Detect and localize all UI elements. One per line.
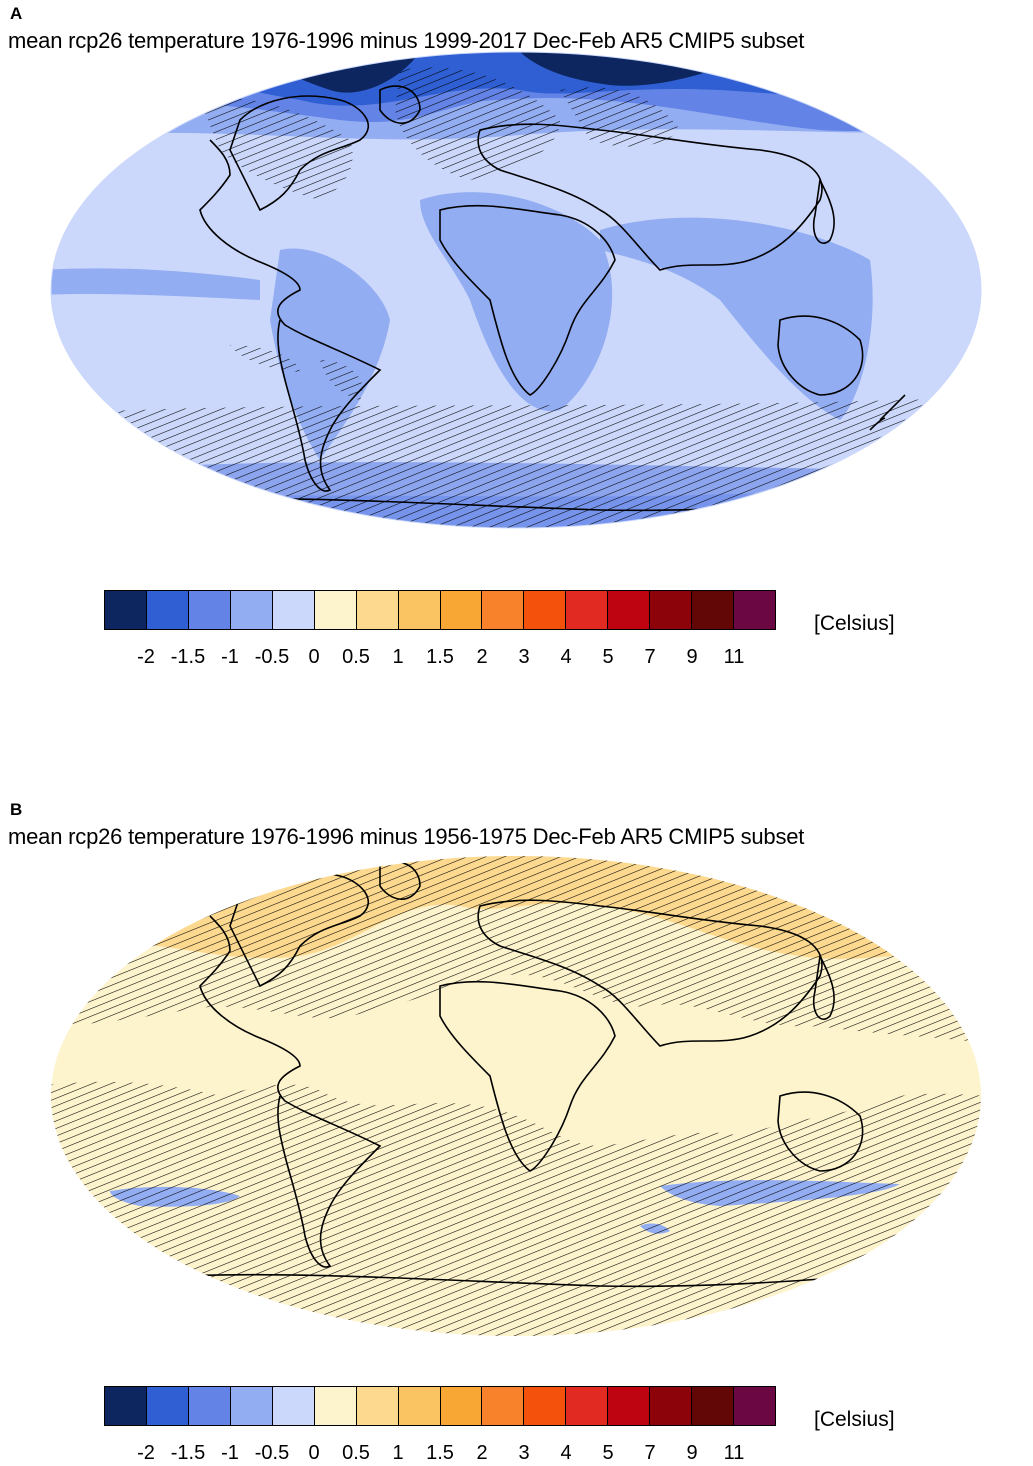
colorbar-swatch bbox=[230, 1387, 273, 1425]
anomaly-region bbox=[420, 192, 613, 412]
colorbar-tick-label: -0.5 bbox=[254, 1442, 290, 1464]
colorbar-swatch bbox=[482, 1387, 525, 1425]
hatched-significance bbox=[395, 67, 560, 180]
colorbar-tick-label: 1.5 bbox=[426, 1442, 454, 1464]
colorbar-swatch bbox=[524, 1387, 567, 1425]
colorbar-tick-label: -2 bbox=[137, 1442, 155, 1464]
hatched-significance bbox=[51, 399, 981, 528]
colorbar-tick-label: 0.5 bbox=[342, 646, 370, 668]
colorbar-tick-label: -1.5 bbox=[170, 646, 206, 668]
colorbar-swatch bbox=[482, 591, 525, 629]
colorbar-swatch bbox=[188, 591, 231, 629]
hatched-significance bbox=[51, 1081, 981, 1336]
colorbar-tick-label: 0 bbox=[308, 646, 320, 668]
hatched-significance bbox=[51, 856, 981, 1046]
colorbar-unit: [Celsius] bbox=[814, 1408, 895, 1431]
colorbar-tick-label: 4 bbox=[560, 1442, 572, 1464]
colorbar-tick-label: 5 bbox=[602, 646, 614, 668]
colorbar-tick-label: 7 bbox=[644, 646, 656, 668]
colorbar-swatch bbox=[608, 591, 651, 629]
colorbar-tick-label: 5 bbox=[602, 1442, 614, 1464]
colorbar-swatch bbox=[314, 1387, 357, 1425]
colorbar-tick-label: 11 bbox=[723, 646, 745, 668]
colorbar-swatch bbox=[734, 591, 775, 629]
colorbar-swatch bbox=[230, 591, 273, 629]
colorbar-tick-label: 7 bbox=[644, 1442, 656, 1464]
colorbar-swatch bbox=[692, 1387, 735, 1425]
colorbar-swatch bbox=[734, 1387, 775, 1425]
colorbar-swatch bbox=[272, 1387, 315, 1425]
panel-title: mean rcp26 temperature 1976-1996 minus 1… bbox=[8, 824, 805, 849]
colorbar bbox=[104, 1386, 776, 1426]
colorbar-tick-label: -1 bbox=[221, 646, 239, 668]
colorbar-swatch bbox=[146, 591, 189, 629]
colorbar-swatch bbox=[566, 591, 609, 629]
colorbar-ticks: -2 -1.5 -1 -0.5 0 0.5 1 1.5 2 3 4 5 7 9 11 bbox=[0, 646, 1033, 670]
colorbar-tick-label: 1 bbox=[392, 1442, 404, 1464]
colorbar-swatch bbox=[440, 591, 483, 629]
hatched-significance bbox=[560, 87, 680, 147]
colorbar-swatch bbox=[650, 591, 693, 629]
colorbar-swatch bbox=[314, 591, 357, 629]
colorbar-tick-label: 1.5 bbox=[426, 646, 454, 668]
colorbar-swatch bbox=[356, 591, 399, 629]
colorbar-tick-label: 9 bbox=[686, 646, 698, 668]
colorbar-swatch bbox=[188, 1387, 231, 1425]
colorbar-tick-label: 0.5 bbox=[342, 1442, 370, 1464]
colorbar-swatch bbox=[608, 1387, 651, 1425]
temperature-map bbox=[50, 51, 982, 529]
panel-title: mean rcp26 temperature 1976-1996 minus 1… bbox=[8, 28, 805, 53]
anomaly-region bbox=[51, 268, 260, 300]
colorbar-tick-label: 11 bbox=[723, 1442, 745, 1464]
colorbar-tick-label: 4 bbox=[560, 646, 572, 668]
colorbar-swatch bbox=[398, 1387, 441, 1425]
colorbar-swatch bbox=[105, 1387, 147, 1425]
colorbar-tick-label: 0 bbox=[308, 1442, 320, 1464]
colorbar-swatch bbox=[272, 591, 315, 629]
colorbar-swatch bbox=[440, 1387, 483, 1425]
colorbar-swatch bbox=[650, 1387, 693, 1425]
colorbar-unit: [Celsius] bbox=[814, 612, 895, 635]
colorbar-tick-label: 1 bbox=[392, 646, 404, 668]
colorbar bbox=[104, 590, 776, 630]
colorbar-tick-label: 9 bbox=[686, 1442, 698, 1464]
colorbar-swatch bbox=[146, 1387, 189, 1425]
anomaly-region bbox=[860, 52, 981, 90]
colorbar-tick-label: -2 bbox=[137, 646, 155, 668]
colorbar-tick-label: -1 bbox=[221, 1442, 239, 1464]
colorbar-swatch bbox=[692, 591, 735, 629]
colorbar-tick-label: -1.5 bbox=[170, 1442, 206, 1464]
hatched-significance bbox=[230, 345, 300, 372]
temperature-map bbox=[51, 856, 981, 1336]
colorbar-ticks: -2 -1.5 -1 -0.5 0 0.5 1 1.5 2 3 4 5 7 9 11 bbox=[0, 1442, 1033, 1466]
colorbar-swatch bbox=[524, 591, 567, 629]
colorbar-tick-label: 3 bbox=[518, 646, 530, 668]
coastlines bbox=[179, 861, 864, 1288]
colorbar-swatch bbox=[566, 1387, 609, 1425]
colorbar-tick-label: 2 bbox=[476, 646, 488, 668]
colorbar-swatch bbox=[356, 1387, 399, 1425]
panel-a: A mean rcp26 temperature 1976-1996 minus… bbox=[0, 0, 1033, 720]
colorbar-tick-label: 2 bbox=[476, 1442, 488, 1464]
panel-letter: B bbox=[10, 800, 23, 819]
colorbar-tick-label: -0.5 bbox=[254, 646, 290, 668]
hatched-significance bbox=[320, 360, 363, 400]
panel-b: B mean rcp26 temperature 1976-1996 minus… bbox=[0, 796, 1033, 1466]
colorbar-tick-label: 3 bbox=[518, 1442, 530, 1464]
panel-letter: A bbox=[10, 4, 23, 23]
colorbar-swatch bbox=[398, 591, 441, 629]
colorbar-swatch bbox=[105, 591, 147, 629]
map-border bbox=[50, 51, 982, 529]
